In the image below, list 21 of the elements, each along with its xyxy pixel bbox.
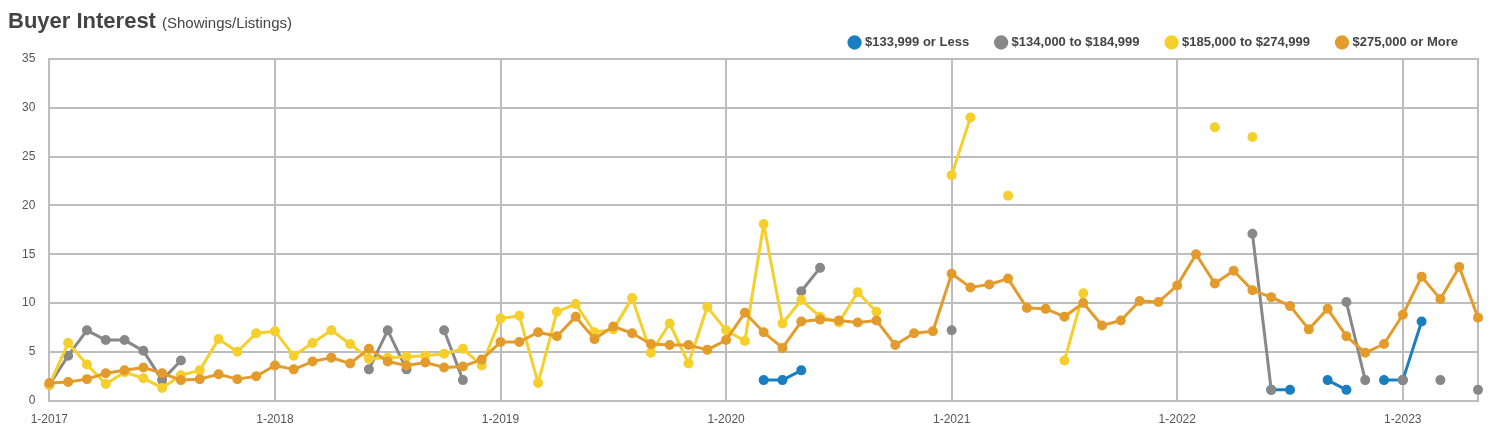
- legend-label: $133,999 or Less: [865, 34, 970, 50]
- legend-label: $185,000 to $274,999: [1182, 34, 1310, 50]
- x-tick-label: 1-2022: [1158, 412, 1197, 427]
- y-tick-label: 20: [21, 197, 36, 212]
- y-tick-label: 5: [28, 344, 36, 359]
- y-tick-label: 30: [21, 100, 36, 115]
- y-tick-label: 35: [21, 51, 36, 66]
- y-tick-label: 10: [21, 295, 36, 310]
- x-tick-label: 1-2018: [256, 412, 294, 427]
- legend-label: $134,000 to $184,999: [1011, 34, 1140, 50]
- x-tick-label: 1-2017: [30, 412, 69, 427]
- chart-subtitle: (Showings/Listings): [161, 14, 293, 31]
- legend-label: $275,000 or More: [1352, 34, 1459, 50]
- y-tick-label: 0: [28, 392, 36, 407]
- x-tick-label: 1-2020: [707, 412, 746, 427]
- y-tick-label: 25: [21, 148, 36, 163]
- chart-title: Buyer Interest: [8, 8, 156, 33]
- y-tick-label: 15: [21, 246, 36, 261]
- x-tick-label: 1-2021: [932, 412, 971, 427]
- x-tick-label: 1-2023: [1384, 412, 1422, 427]
- x-tick-label: 1-2019: [481, 412, 520, 427]
